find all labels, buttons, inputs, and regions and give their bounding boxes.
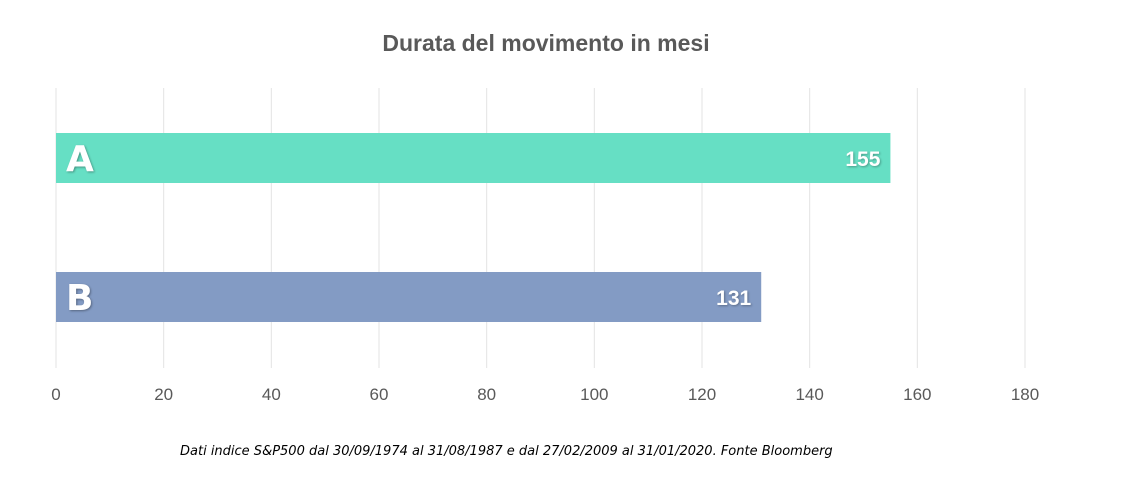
x-tick-label: 0 [51,385,60,404]
x-tick-label: 160 [903,385,931,404]
x-tick-label: 180 [1011,385,1039,404]
bar [56,133,891,183]
category-label: A [66,139,94,180]
x-tick-label: 40 [262,385,281,404]
x-tick-label: 140 [795,385,823,404]
x-tick-label: 120 [688,385,716,404]
data-label: 131 [716,287,751,310]
data-label: 155 [845,148,880,171]
x-tick-label: 60 [370,385,389,404]
category-label: B [66,278,93,319]
x-tick-label: 80 [477,385,496,404]
chart-title: Durata del movimento in mesi [382,30,710,56]
x-tick-label: 20 [154,385,173,404]
chart-footnote: Dati indice S&P500 dal 30/09/1974 al 31/… [180,444,833,459]
x-tick-label: 100 [580,385,608,404]
bar [56,272,762,322]
